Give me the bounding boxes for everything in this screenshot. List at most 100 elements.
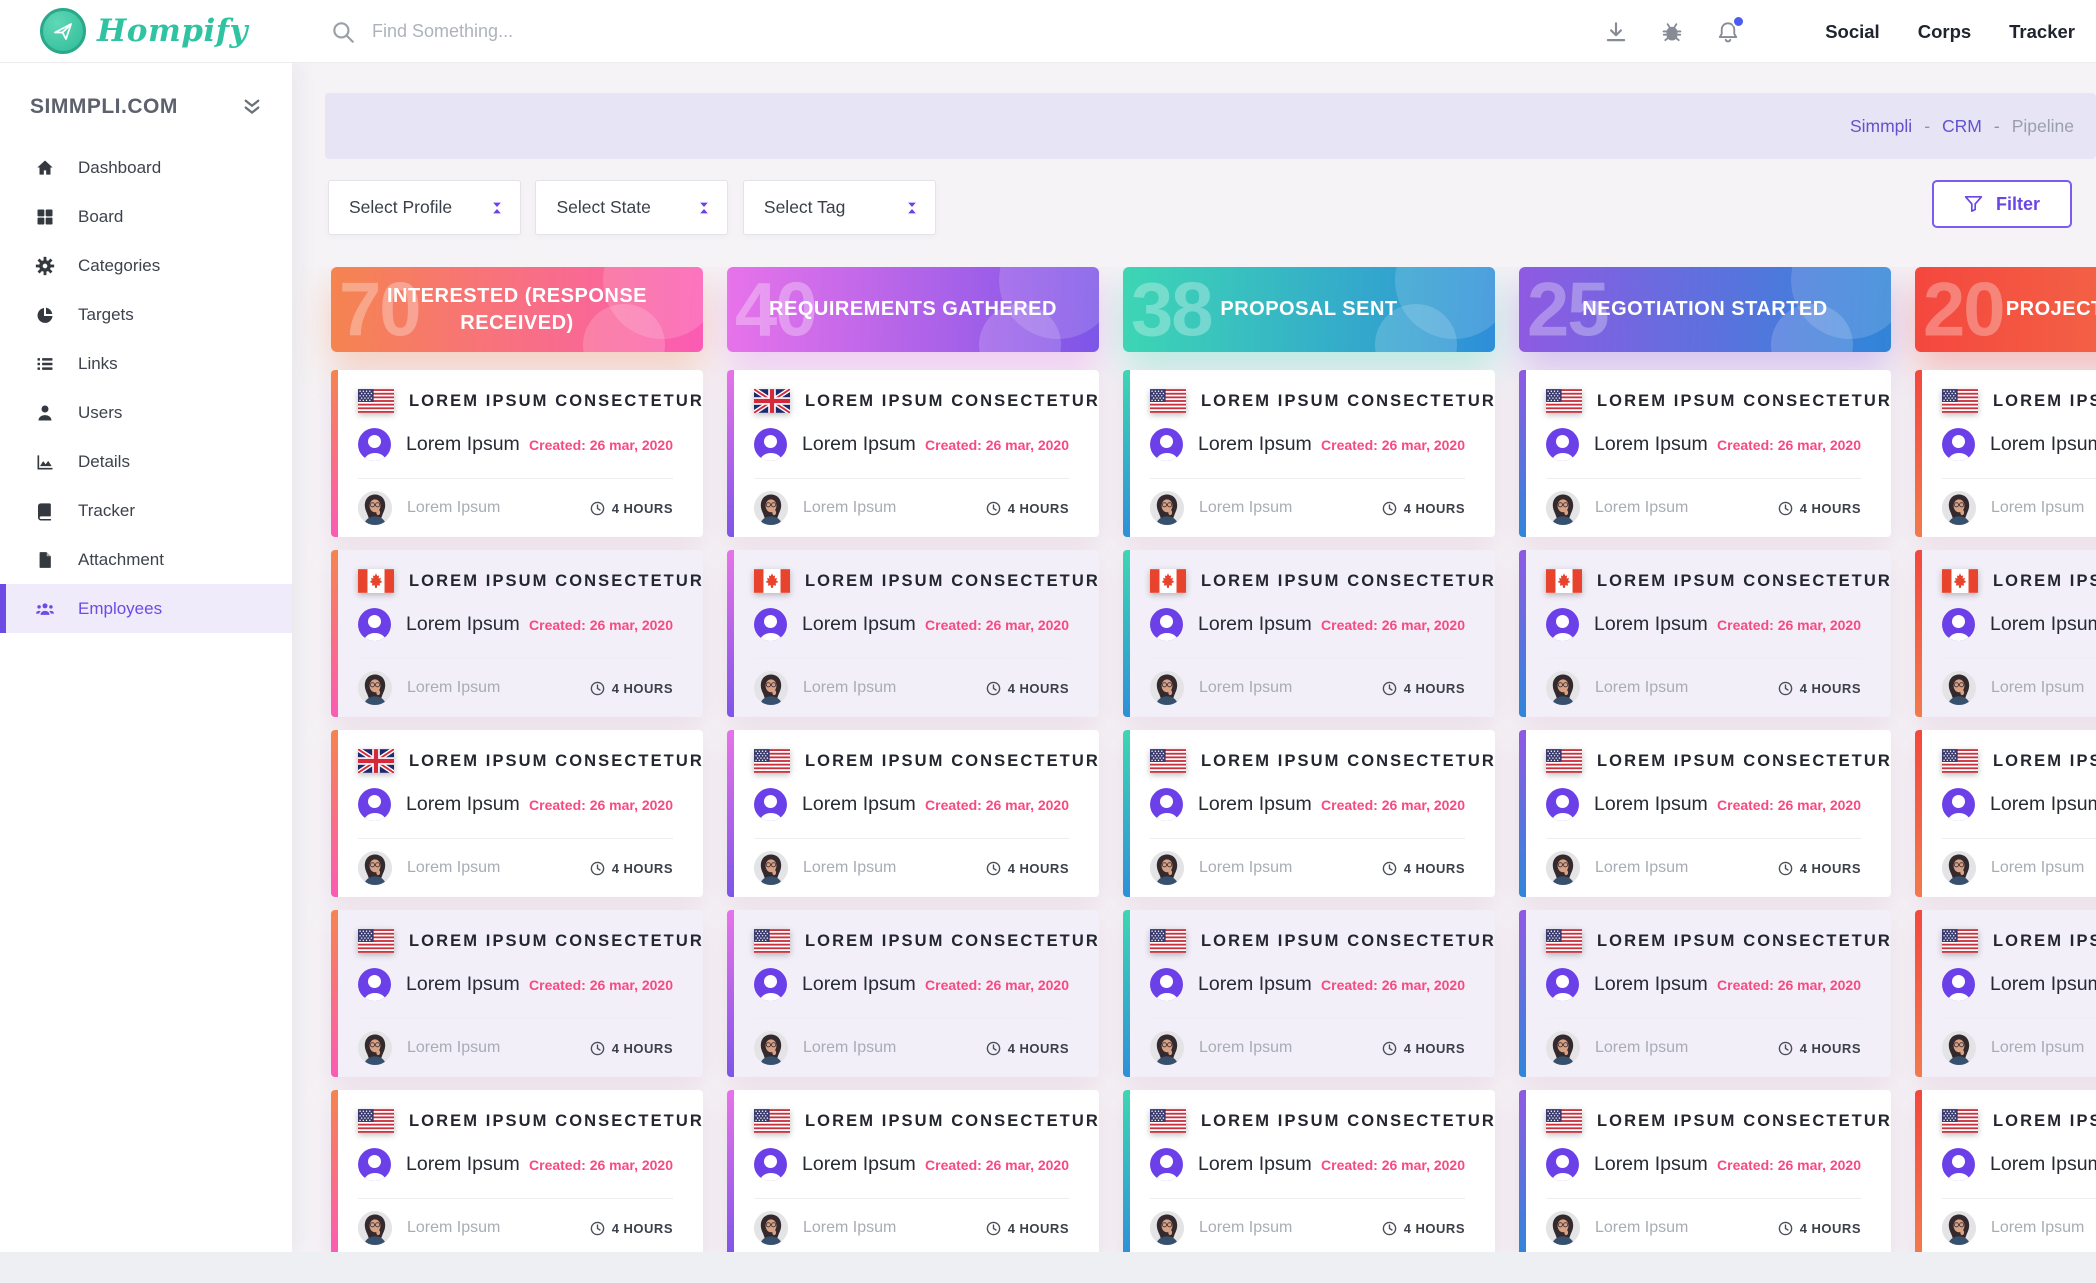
breadcrumb-simmpli[interactable]: Simmpli <box>1849 115 1913 136</box>
card-body: LOREM IPSUM CONSECTETUR Lorem Ipsum Crea… <box>1526 910 1891 1077</box>
select-profile-dropdown[interactable]: Select Profile <box>328 180 521 235</box>
clock-icon <box>590 861 605 876</box>
sidebar-item-users[interactable]: Users <box>0 388 292 437</box>
nav-link-corps[interactable]: Corps <box>1917 20 1972 42</box>
column-cards: LOREM IPSUM CONSECTETUR Lorem Ipsum Crea… <box>1915 370 2096 1252</box>
card-body: LOREM IPSUM CONSECTETUR Lorem Ipsum Crea… <box>734 910 1099 1077</box>
pipeline-card[interactable]: LOREM IPSUM CONSECTETUR Lorem Ipsum Crea… <box>331 910 703 1077</box>
filter-button[interactable]: Filter <box>1932 180 2072 228</box>
card-title: LOREM IPSUM CONSECTETUR <box>1597 1111 1892 1130</box>
card-divider <box>754 838 1069 839</box>
pipeline-card[interactable]: LOREM IPSUM CONSECTETUR Lorem Ipsum Crea… <box>331 730 703 897</box>
duration-wrap: 4 HOURS <box>986 1041 1069 1056</box>
bug-icon[interactable] <box>1659 19 1685 45</box>
assignee-avatar <box>1150 851 1184 885</box>
pipeline-card[interactable]: LOREM IPSUM CONSECTETUR Lorem Ipsum Crea… <box>1915 910 2096 1077</box>
sidebar-item-board[interactable]: Board <box>0 192 292 241</box>
select-tag-dropdown[interactable]: Select Tag <box>742 180 936 235</box>
search-input[interactable] <box>372 21 802 42</box>
card-contact-row: Lorem Ipsum Created: 26 mar, 2020 <box>1942 968 2096 1001</box>
pipeline-card[interactable]: LOREM IPSUM CONSECTETUR Lorem Ipsum Crea… <box>331 1090 703 1252</box>
pipeline-card[interactable]: LOREM IPSUM CONSECTETUR Lorem Ipsum Crea… <box>1915 1090 2096 1252</box>
card-title: LOREM IPSUM CONSECTETUR <box>409 751 704 770</box>
pipeline-card[interactable]: LOREM IPSUM CONSECTETUR Lorem Ipsum Crea… <box>1123 1090 1495 1252</box>
download-icon[interactable] <box>1603 19 1629 45</box>
main-content: Simmpli - CRM - Pipeline Select Profile … <box>292 63 2096 1252</box>
sidebar-item-links[interactable]: Links <box>0 339 292 388</box>
card-contact-row: Lorem Ipsum Created: 26 mar, 2020 <box>1150 428 1465 461</box>
pipeline-card[interactable]: LOREM IPSUM CONSECTETUR Lorem Ipsum Crea… <box>1915 370 2096 537</box>
pipeline-card[interactable]: LOREM IPSUM CONSECTETUR Lorem Ipsum Crea… <box>727 1090 1099 1252</box>
created-date: Created: 26 mar, 2020 <box>529 976 673 993</box>
card-contact-row: Lorem Ipsum Created: 26 mar, 2020 <box>358 968 673 1001</box>
card-divider <box>754 478 1069 479</box>
duration-label: 4 HOURS <box>611 680 673 696</box>
pipeline-card[interactable]: LOREM IPSUM CONSECTETUR Lorem Ipsum Crea… <box>1519 370 1891 537</box>
pipeline-card[interactable]: LOREM IPSUM CONSECTETUR Lorem Ipsum Crea… <box>727 910 1099 1077</box>
nav-link-social[interactable]: Social <box>1825 20 1880 42</box>
contact-avatar-icon <box>358 968 391 1001</box>
sidebar-item-dashboard[interactable]: Dashboard <box>0 143 292 192</box>
card-body: LOREM IPSUM CONSECTETUR Lorem Ipsum Crea… <box>338 730 703 897</box>
list-icon <box>35 354 55 374</box>
card-accent-border <box>1519 550 1526 717</box>
assignee-avatar <box>1942 1211 1976 1245</box>
pipeline-card[interactable]: LOREM IPSUM CONSECTETUR Lorem Ipsum Crea… <box>331 550 703 717</box>
sidebar-item-targets[interactable]: Targets <box>0 290 292 339</box>
card-footer-row: Lorem Ipsum 4 HOURS <box>1150 851 1465 885</box>
double-chevron-down-icon[interactable] <box>242 97 262 117</box>
column-header: 25 NEGOTIATION STARTED <box>1519 267 1891 352</box>
bell-icon[interactable] <box>1715 14 1746 45</box>
clock-icon <box>590 501 605 516</box>
select-state-label: Select State <box>556 197 651 217</box>
pipeline-card[interactable]: LOREM IPSUM CONSECTETUR Lorem Ipsum Crea… <box>1915 550 2096 717</box>
card-body: LOREM IPSUM CONSECTETUR Lorem Ipsum Crea… <box>1130 1090 1495 1252</box>
sidebar-item-label: Categories <box>78 255 161 275</box>
sidebar-item-employees[interactable]: Employees <box>0 584 292 633</box>
sidebar-item-categories[interactable]: Categories <box>0 241 292 290</box>
chart-icon <box>35 452 55 472</box>
select-state-dropdown[interactable]: Select State <box>535 180 729 235</box>
breadcrumb-crm[interactable]: CRM <box>1942 115 1982 136</box>
sidebar-item-attachment[interactable]: Attachment <box>0 535 292 584</box>
pipeline-card[interactable]: LOREM IPSUM CONSECTETUR Lorem Ipsum Crea… <box>1915 730 2096 897</box>
pipeline-card[interactable]: LOREM IPSUM CONSECTETUR Lorem Ipsum Crea… <box>1519 910 1891 1077</box>
nav-link-tracker[interactable]: Tracker <box>2009 20 2075 42</box>
card-title: LOREM IPSUM CONSECTETUR <box>1201 931 1496 950</box>
created-date: Created: 26 mar, 2020 <box>925 1156 1069 1173</box>
pipeline-card[interactable]: LOREM IPSUM CONSECTETUR Lorem Ipsum Crea… <box>727 370 1099 537</box>
card-accent-border <box>1915 1090 1922 1252</box>
assignee-avatar <box>1150 671 1184 705</box>
card-title-row: LOREM IPSUM CONSECTETUR <box>1942 389 2096 413</box>
card-divider <box>1150 1018 1465 1019</box>
card-footer-row: Lorem Ipsum 4 HOURS <box>1942 671 2096 705</box>
sidebar-item-label: Employees <box>78 598 163 618</box>
contact-avatar-icon <box>1546 428 1579 461</box>
duration-wrap: 4 HOURS <box>1382 501 1465 516</box>
pipeline-card[interactable]: LOREM IPSUM CONSECTETUR Lorem Ipsum Crea… <box>1123 910 1495 1077</box>
funnel-icon <box>1964 195 1983 213</box>
sidebar-item-tracker[interactable]: Tracker <box>0 486 292 535</box>
card-divider <box>1942 1198 2096 1199</box>
pipeline-card[interactable]: LOREM IPSUM CONSECTETUR Lorem Ipsum Crea… <box>727 730 1099 897</box>
pipeline-card[interactable]: LOREM IPSUM CONSECTETUR Lorem Ipsum Crea… <box>1123 370 1495 537</box>
pipeline-card[interactable]: LOREM IPSUM CONSECTETUR Lorem Ipsum Crea… <box>727 550 1099 717</box>
assignee-avatar <box>754 851 788 885</box>
card-title-row: LOREM IPSUM CONSECTETUR <box>1150 389 1494 413</box>
gear-icon <box>35 256 55 276</box>
file-icon <box>35 550 55 570</box>
pipeline-card[interactable]: LOREM IPSUM CONSECTETUR Lorem Ipsum Crea… <box>1123 550 1495 717</box>
card-title-row: LOREM IPSUM CONSECTETUR <box>1150 749 1494 773</box>
pipeline-card[interactable]: LOREM IPSUM CONSECTETUR Lorem Ipsum Crea… <box>1519 730 1891 897</box>
pipeline-card[interactable]: LOREM IPSUM CONSECTETUR Lorem Ipsum Crea… <box>1123 730 1495 897</box>
card-title-row: LOREM IPSUM CONSECTETUR <box>358 569 702 593</box>
pipeline-card[interactable]: LOREM IPSUM CONSECTETUR Lorem Ipsum Crea… <box>1519 550 1891 717</box>
clock-icon <box>1778 681 1793 696</box>
canada-flag-icon <box>1150 569 1186 593</box>
pipeline-card[interactable]: LOREM IPSUM CONSECTETUR Lorem Ipsum Crea… <box>1519 1090 1891 1252</box>
app-logo[interactable]: Hompify <box>40 8 248 54</box>
card-contact-row: Lorem Ipsum Created: 26 mar, 2020 <box>754 788 1069 821</box>
pipeline-card[interactable]: LOREM IPSUM CONSECTETUR Lorem Ipsum Crea… <box>331 370 703 537</box>
card-divider <box>358 838 673 839</box>
sidebar-item-details[interactable]: Details <box>0 437 292 486</box>
